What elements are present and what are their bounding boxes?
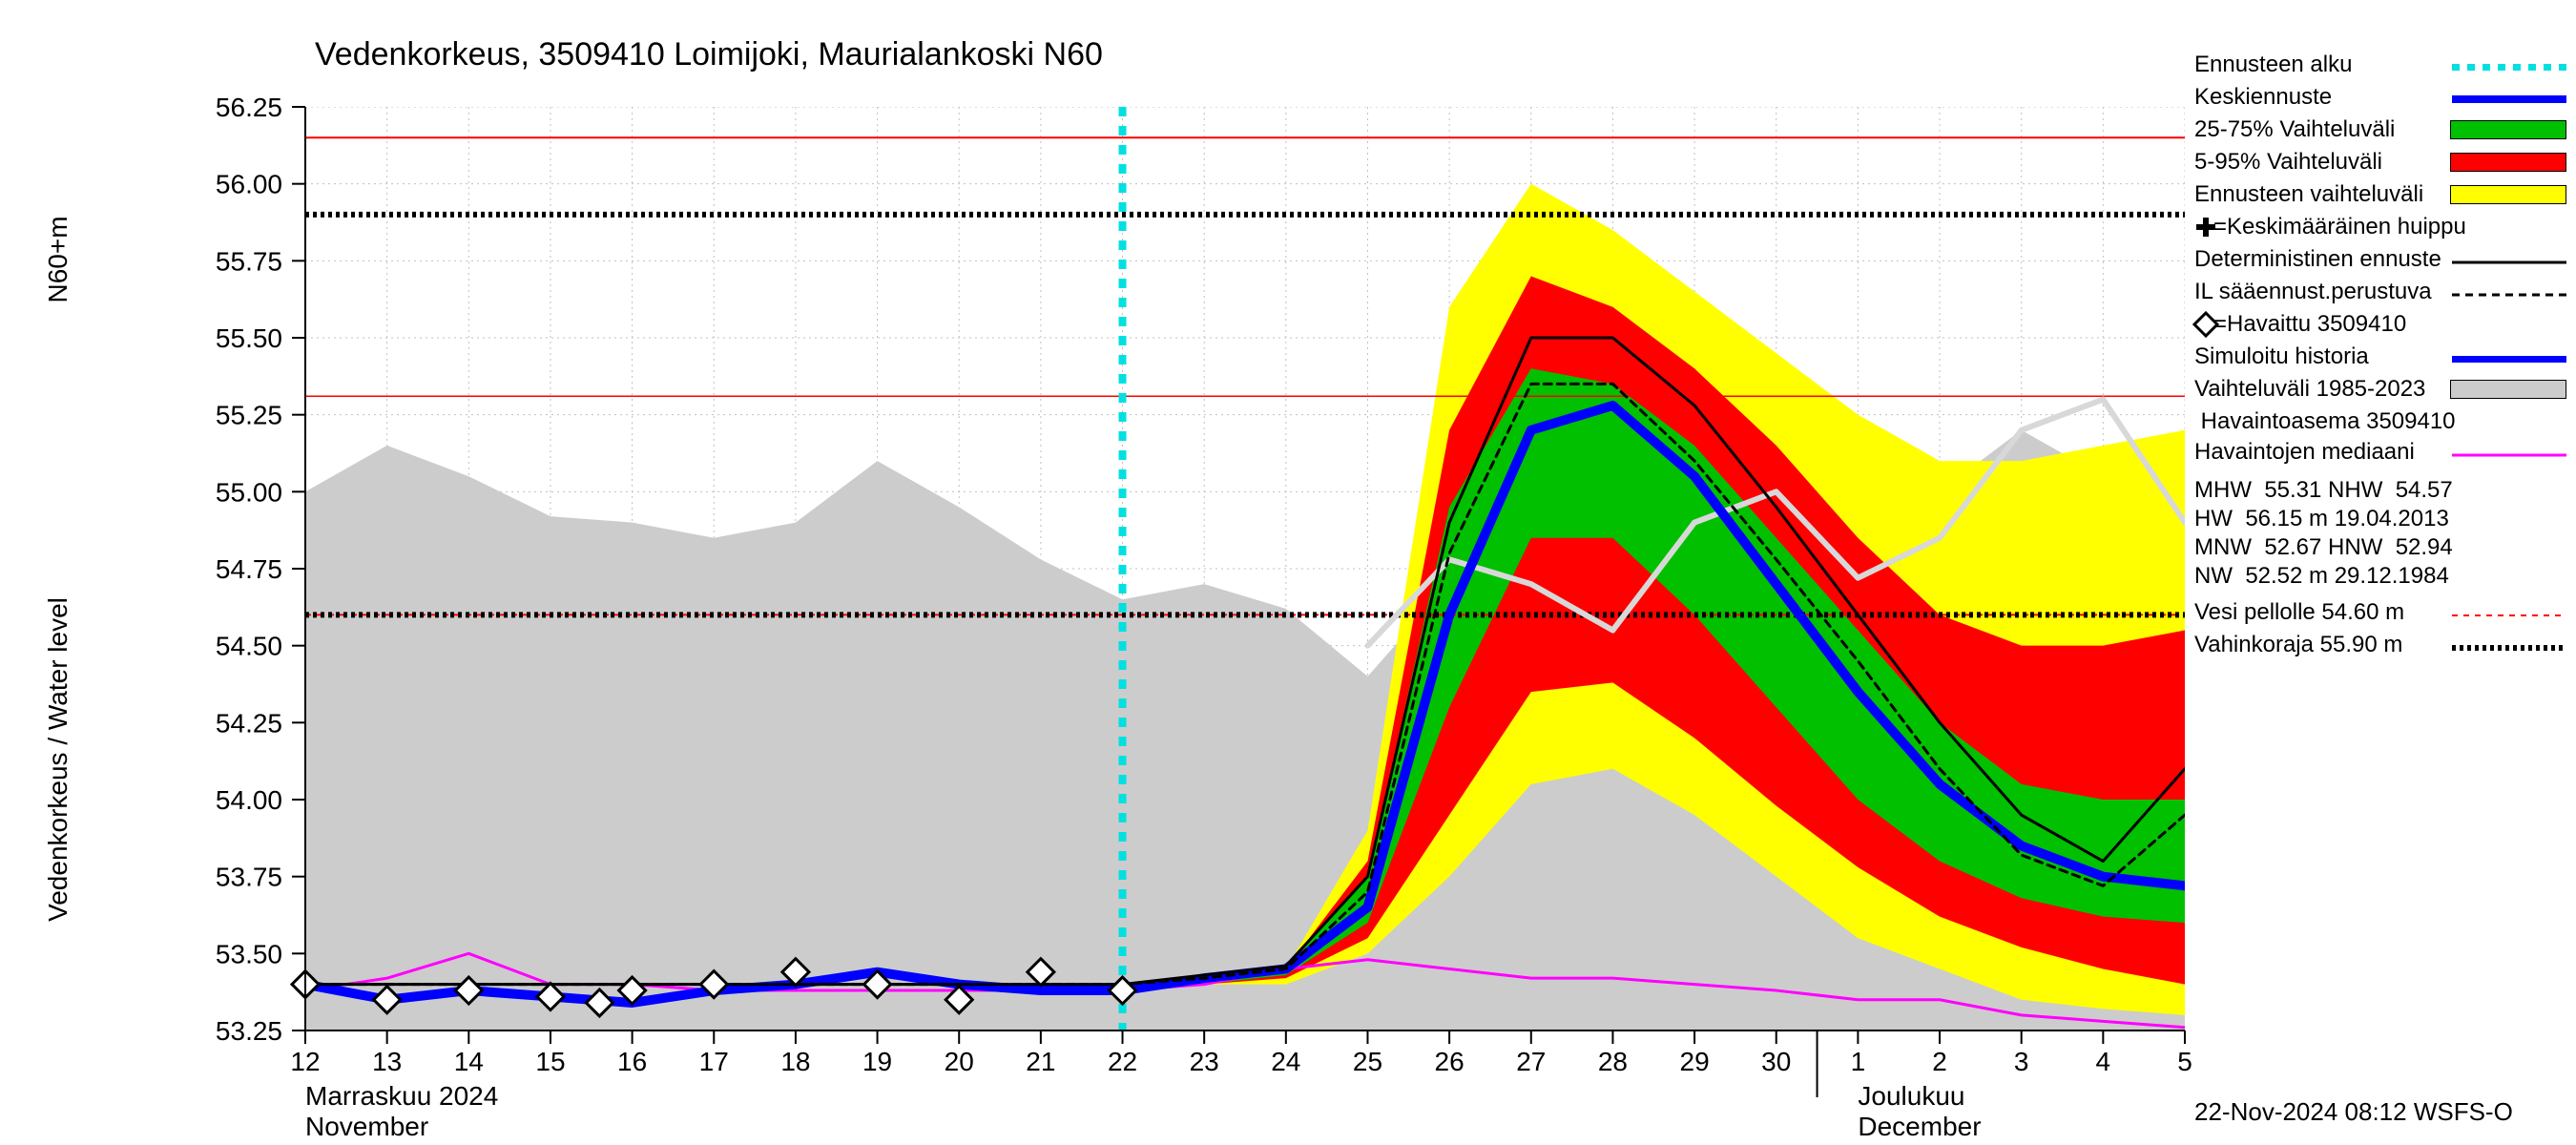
legend-item: 25-75% Vaihteluväli (2194, 114, 2566, 144)
legend-item: Ennusteen alku (2194, 50, 2566, 79)
svg-text:56.25: 56.25 (216, 93, 282, 122)
svg-text:5: 5 (2177, 1047, 2192, 1076)
svg-text:November: November (305, 1112, 428, 1141)
svg-text:54.75: 54.75 (216, 554, 282, 584)
svg-text:53.75: 53.75 (216, 863, 282, 892)
legend-ref: Vesi pellolle 54.60 m (2194, 597, 2566, 627)
svg-text:30: 30 (1761, 1047, 1791, 1076)
svg-text:55.00: 55.00 (216, 477, 282, 507)
svg-text:29: 29 (1680, 1047, 1710, 1076)
legend-item: Simuloitu historia (2194, 342, 2566, 371)
svg-text:25: 25 (1353, 1047, 1382, 1076)
legend-item: =Keskimääräinen huippu (2194, 212, 2466, 241)
svg-text:1: 1 (1851, 1047, 1866, 1076)
svg-text:N60+m: N60+m (43, 216, 73, 302)
svg-text:55.75: 55.75 (216, 246, 282, 276)
svg-text:54.00: 54.00 (216, 785, 282, 815)
svg-text:54.25: 54.25 (216, 708, 282, 738)
svg-text:53.25: 53.25 (216, 1016, 282, 1046)
legend-item: Havaintoasema 3509410 (2194, 406, 2456, 436)
legend-item: IL sääennust.perustuva (2194, 277, 2566, 306)
svg-text:17: 17 (699, 1047, 729, 1076)
svg-text:16: 16 (617, 1047, 647, 1076)
legend-item: 5-95% Vaihteluväli (2194, 147, 2566, 177)
svg-text:53.50: 53.50 (216, 939, 282, 968)
svg-text:4: 4 (2096, 1047, 2111, 1076)
svg-text:55.50: 55.50 (216, 323, 282, 353)
svg-text:26: 26 (1435, 1047, 1465, 1076)
svg-text:21: 21 (1026, 1047, 1055, 1076)
svg-text:15: 15 (535, 1047, 565, 1076)
svg-text:20: 20 (945, 1047, 974, 1076)
svg-text:3: 3 (2014, 1047, 2029, 1076)
footer-timestamp: 22-Nov-2024 08:12 WSFS-O (2194, 1097, 2513, 1127)
legend-stat: HW 56.15 m 19.04.2013 (2194, 504, 2449, 533)
svg-text:23: 23 (1190, 1047, 1219, 1076)
svg-text:13: 13 (372, 1047, 402, 1076)
svg-text:Vedenkorkeus, 3509410 Loimijok: Vedenkorkeus, 3509410 Loimijoki, Maurial… (315, 36, 1103, 73)
legend-ref: Vahinkoraja 55.90 m (2194, 630, 2566, 659)
svg-text:Marraskuu 2024: Marraskuu 2024 (305, 1081, 498, 1111)
legend-item: Deterministinen ennuste (2194, 244, 2566, 274)
legend-item: Ennusteen vaihteluväli (2194, 179, 2566, 209)
svg-text:24: 24 (1271, 1047, 1300, 1076)
svg-text:55.25: 55.25 (216, 401, 282, 430)
svg-text:Vedenkorkeus / Water level: Vedenkorkeus / Water level (43, 597, 73, 922)
svg-text:12: 12 (290, 1047, 320, 1076)
svg-text:Joulukuu: Joulukuu (1858, 1081, 1964, 1111)
svg-text:56.00: 56.00 (216, 170, 282, 199)
svg-text:December: December (1858, 1112, 1981, 1141)
svg-text:18: 18 (780, 1047, 810, 1076)
svg-text:2: 2 (1932, 1047, 1947, 1076)
legend-stat: MNW 52.67 HNW 52.94 (2194, 532, 2453, 562)
legend-stat: NW 52.52 m 29.12.1984 (2194, 561, 2449, 591)
svg-text:22: 22 (1108, 1047, 1137, 1076)
legend-item: Havaintojen mediaani (2194, 437, 2566, 467)
legend-item: Vaihteluväli 1985-2023 (2194, 374, 2566, 404)
svg-text:28: 28 (1598, 1047, 1628, 1076)
legend-item: Keskiennuste (2194, 82, 2566, 112)
svg-text:27: 27 (1516, 1047, 1546, 1076)
legend-stat: MHW 55.31 NHW 54.57 (2194, 475, 2453, 505)
chart-container: 53.25 53.50 53.75 54.00 54.25 54.50 54.75 55.00… (0, 0, 2576, 1145)
svg-text:14: 14 (454, 1047, 484, 1076)
water-level-chart: 53.25 53.50 53.75 54.00 54.25 54.50 54.75 55.00… (0, 0, 2576, 1145)
legend-item: =Havaittu 3509410 (2194, 309, 2406, 339)
svg-text:54.50: 54.50 (216, 632, 282, 661)
svg-text:19: 19 (862, 1047, 892, 1076)
